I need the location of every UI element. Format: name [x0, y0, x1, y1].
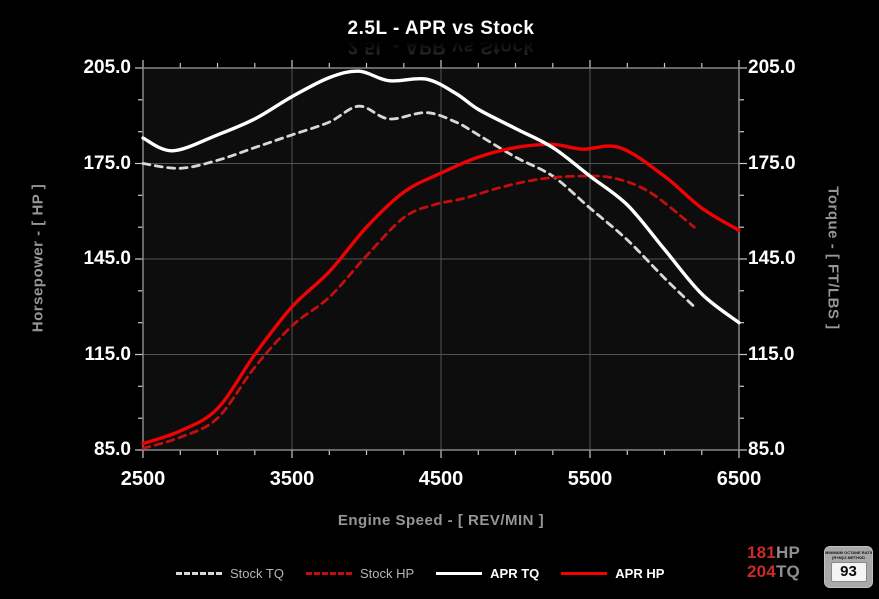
hp-axis-tick-label: 115.0 [84, 343, 132, 365]
peak-hp-unit: HP [775, 543, 800, 562]
peak-tq-value: 204 [747, 562, 776, 581]
stock-hp-line-sample [305, 572, 352, 575]
legend-item-apr-hp: APR HP [561, 566, 664, 581]
legend-label-stock-hp: Stock HP [359, 566, 415, 581]
curve-apr-tq [141, 69, 741, 325]
hp-axis-tick-label: 175.0 [83, 152, 131, 174]
legend-item-apr-tq: APR TQ [436, 566, 539, 581]
peak-hp-value: 181 [747, 543, 776, 562]
rpm-axis-title: Engine Speed - [ REV/MIN ] [337, 512, 545, 529]
legend: Stock TQ Stock HP APR TQ APR HP [176, 566, 664, 581]
apr-tq-line-sample [436, 572, 483, 575]
octane-value-box: 93 [830, 562, 867, 582]
legend-item-stock-hp: Stock HP [305, 566, 415, 581]
rpm-axis-tick-label: 2500 [120, 468, 166, 490]
torque-axis-title: Torque - [ FT/LBS ] [824, 186, 842, 330]
rpm-axis-tick-label: 6500 [716, 468, 762, 490]
hp-axis-tick-label: 145.0 [83, 248, 131, 269]
curve-stock-hp [141, 174, 696, 450]
rpm-axis-tick-label: 4500 [418, 468, 464, 490]
legend-label-apr-tq: APR TQ [490, 566, 540, 581]
curve-stock-tq [141, 104, 696, 309]
legend-item-stock-tq: Stock TQ [176, 566, 284, 581]
rpm-axis-tick-label: 5500 [567, 468, 613, 490]
octane-value: 93 [840, 563, 857, 580]
curve-apr-hp [141, 142, 741, 446]
peak-tq-result: 204TQ [747, 562, 800, 581]
plot-frame [142, 67, 740, 451]
torque-axis-tick-label: 175.0 [748, 152, 796, 174]
torque-axis-tick-label: 145.0 [748, 248, 796, 269]
hp-axis-tick-label: 85.0 [94, 439, 131, 460]
torque-axis-tick-label: 85.0 [748, 439, 785, 460]
peak-hp-result: 181HP [747, 543, 800, 562]
octane-badge-heading: MINIMUM OCTANE RATING [825, 550, 872, 555]
hp-axis-tick-label: 205.0 [83, 57, 131, 78]
dyno-curves [141, 69, 741, 450]
chart-title-block: 2.5L - APR vs Stock 2.5L - APR vs Stock [143, 18, 739, 58]
legend-label-stock-tq: Stock TQ [230, 566, 284, 581]
rpm-axis-tick-label: 3500 [269, 468, 315, 490]
torque-axis-tick-label: 205.0 [748, 57, 796, 78]
gridlines [143, 68, 739, 450]
peak-tq-unit: TQ [775, 562, 800, 581]
chart-title: 2.5L - APR vs Stock [347, 18, 535, 39]
apr-hp-line-sample [561, 572, 608, 575]
hp-axis-title: Horsepower - [ HP ] [29, 183, 47, 333]
peak-results: 181HP 204TQ [747, 543, 800, 581]
legend-label-apr-hp: APR HP [615, 566, 665, 581]
torque-axis-tick-label: 115.0 [748, 343, 795, 365]
octane-rating-badge: MINIMUM OCTANE RATING (R+M)/2 METHOD 93 [824, 546, 873, 588]
axis-ticks [135, 60, 747, 458]
octane-badge-subheading: (R+M)/2 METHOD [832, 555, 865, 560]
stock-tq-line-sample [176, 572, 222, 575]
